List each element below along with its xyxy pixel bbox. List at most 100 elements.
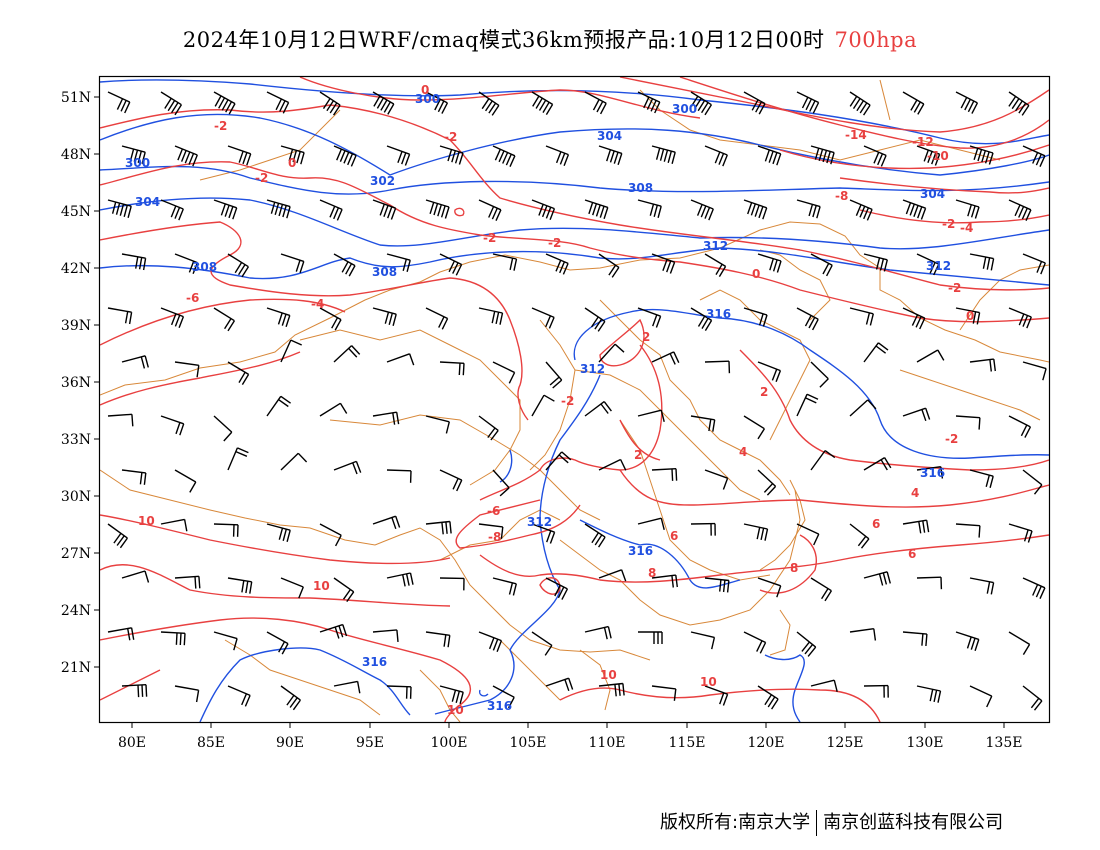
wind-barb <box>849 628 877 641</box>
wind-barb <box>651 685 677 701</box>
wind-barb <box>598 458 627 471</box>
wind-barb <box>107 627 135 641</box>
title-text: 2024年10月12日WRF/cmaq模式36km预报产品:10月12日00时 <box>182 28 825 52</box>
wind-barb <box>969 358 996 372</box>
wind-barb <box>531 631 553 656</box>
temp-label: 4 <box>911 486 919 500</box>
wind-barbs <box>107 91 1047 711</box>
wind-barb <box>743 199 768 220</box>
wind-barb <box>1022 253 1046 275</box>
wind-barb <box>319 523 342 547</box>
temp-label: 2 <box>760 385 768 399</box>
height-label: 316 <box>487 699 512 713</box>
wind-barb <box>796 393 819 417</box>
wind-barb <box>916 466 944 479</box>
wind-barb <box>545 145 570 167</box>
wind-barb <box>439 361 465 376</box>
pressure-level: 700hpa <box>834 28 918 52</box>
wind-barb <box>531 523 556 544</box>
wind-barb <box>372 515 401 530</box>
temp-label: -6 <box>487 504 500 518</box>
wind-barb <box>955 523 981 538</box>
wind-barb <box>492 577 517 596</box>
temp-label: 2 <box>642 330 650 344</box>
wind-barb <box>386 685 412 699</box>
wind-barb <box>174 575 201 589</box>
wind-barb <box>213 307 235 332</box>
wind-barb <box>280 339 302 363</box>
wind-barb <box>121 469 147 485</box>
copyright-text: 版权所有:南京大学 <box>660 812 811 833</box>
wind-barb <box>280 145 305 165</box>
wind-barb <box>121 145 146 164</box>
wind-barb <box>743 91 766 115</box>
wind-barb <box>280 577 304 599</box>
wind-barb <box>333 680 361 694</box>
wind-barb <box>160 415 185 436</box>
wind-barb <box>810 450 836 471</box>
wind-barb <box>690 631 716 650</box>
lon-label: 90E <box>276 735 304 751</box>
wind-barb <box>651 351 680 365</box>
height-label: 304 <box>920 187 945 201</box>
lat-label: 39N <box>61 318 91 334</box>
wind-barb <box>531 199 556 221</box>
wind-barb <box>478 199 502 221</box>
wind-barb <box>478 307 504 325</box>
wind-barb <box>213 415 233 442</box>
wind-barb <box>584 91 607 115</box>
wind-barb <box>863 684 889 698</box>
wind-barb <box>266 91 290 114</box>
wind-barb <box>810 577 832 602</box>
border-lines <box>100 79 1049 722</box>
wind-barb <box>107 413 134 427</box>
wind-barb <box>637 517 665 530</box>
wind-barb <box>651 145 676 164</box>
wind-barb <box>849 199 873 221</box>
height-label: 316 <box>706 307 731 321</box>
wind-barb <box>227 361 250 385</box>
wind-barb <box>372 411 400 425</box>
wind-barb <box>227 577 253 594</box>
wind-barb <box>863 145 887 167</box>
wind-barb <box>280 253 305 274</box>
temp-label: 8 <box>790 561 798 575</box>
wind-barb <box>796 307 819 331</box>
temp-label: -2 <box>444 130 457 144</box>
temp-label: -14 <box>845 128 867 142</box>
lat-label: 21N <box>61 660 91 676</box>
wind-barb <box>531 91 554 115</box>
wind-barb <box>386 572 414 587</box>
height-label: 300 <box>415 92 440 106</box>
wind-barb <box>1008 631 1031 655</box>
wind-barb <box>757 253 782 273</box>
lat-label: 27N <box>61 546 91 562</box>
wind-barb <box>492 361 516 384</box>
wind-barb <box>425 307 449 330</box>
wind-barb <box>333 460 362 475</box>
temp-label: -2 <box>548 236 561 250</box>
wind-barb <box>266 395 292 417</box>
wind-barb <box>969 469 994 488</box>
wind-barb <box>492 145 516 167</box>
wind-barb <box>902 199 927 220</box>
wind-barb <box>372 199 397 220</box>
temp-label: -2 <box>483 231 496 245</box>
wind-barb <box>174 685 200 703</box>
wind-barb <box>916 253 940 276</box>
wind-barb <box>121 570 150 583</box>
wind-barb <box>637 307 662 328</box>
wind-barb <box>174 469 197 493</box>
height-label: 312 <box>527 515 552 529</box>
temp-label: 10 <box>700 675 717 689</box>
wind-barb <box>372 629 399 642</box>
wind-barb <box>598 682 625 697</box>
height-label: 302 <box>370 174 395 188</box>
wind-barb <box>743 523 769 541</box>
wind-barb <box>160 199 184 221</box>
wind-barb <box>796 523 820 546</box>
temp-label: 2 <box>634 448 642 462</box>
wind-barb <box>1008 91 1030 116</box>
temp-label: 10 <box>600 668 617 682</box>
